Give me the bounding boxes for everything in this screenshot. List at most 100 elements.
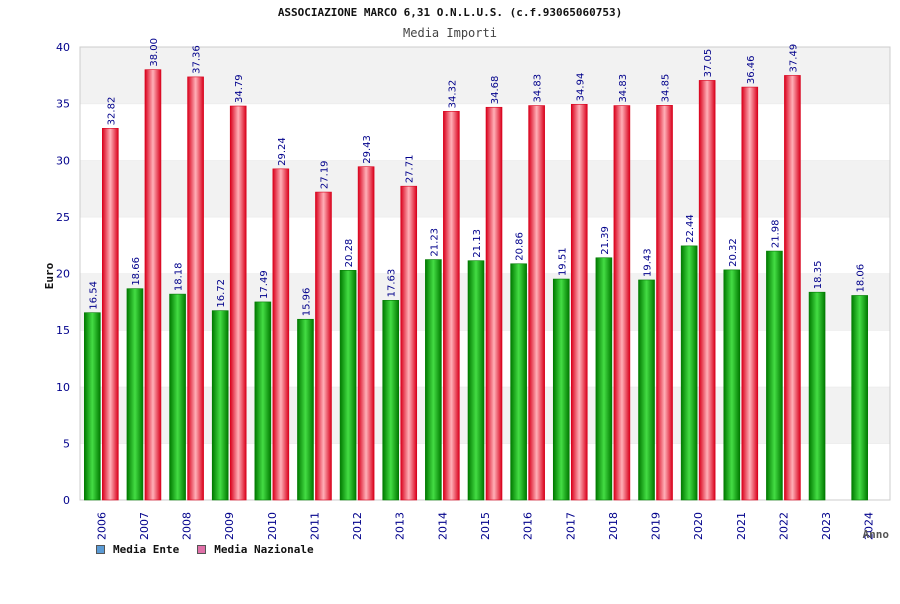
bar-media-nazionale (570, 104, 588, 501)
y-tick-label: 25 (56, 211, 70, 224)
x-tick-label: 2022 (777, 512, 790, 540)
data-label: 19.51 (557, 247, 568, 276)
data-label: 20.32 (728, 238, 739, 267)
x-tick-label: 2024 (863, 512, 876, 540)
x-tick-label: 2008 (181, 512, 194, 540)
plot-area (79, 46, 891, 501)
bar-media-ente (211, 310, 229, 501)
x-tick-label: 2014 (436, 512, 449, 540)
data-label: 17.49 (259, 270, 270, 299)
bar-media-nazionale (187, 76, 204, 501)
data-label: 21.39 (600, 226, 611, 255)
bar-media-ente (467, 260, 485, 501)
bar-media-ente (638, 279, 655, 501)
data-label: 34.32 (447, 80, 458, 109)
bar-media-ente (595, 257, 613, 501)
bar-media-ente (297, 318, 314, 501)
data-label: 18.66 (131, 257, 142, 286)
x-tick-label: 2009 (223, 512, 236, 540)
x-tick-label: 2023 (820, 512, 833, 540)
bar-media-nazionale (272, 168, 290, 501)
data-label: 34.79 (234, 74, 245, 103)
legend-item-nazionale: Media Nazionale (197, 543, 314, 556)
data-label: 16.72 (216, 279, 227, 308)
data-label: 20.86 (515, 232, 526, 261)
data-label: 34.68 (490, 76, 501, 105)
data-label: 27.71 (405, 155, 416, 184)
x-tick-label: 2010 (266, 512, 279, 540)
x-axis-label: Anno (863, 528, 890, 541)
bar-media-ente (851, 295, 868, 501)
data-label: 20.28 (344, 239, 355, 268)
data-label: 38.00 (149, 38, 160, 67)
data-label: 34.94 (575, 73, 586, 102)
y-tick-label: 20 (56, 268, 70, 281)
x-tick-label: 2006 (95, 512, 108, 540)
bar-media-ente (382, 300, 400, 501)
data-label: 18.06 (856, 264, 867, 293)
bar-media-ente (552, 278, 570, 501)
bar-media-ente (680, 245, 698, 501)
x-tick-label: 2020 (692, 512, 705, 540)
y-tick-label: 5 (63, 437, 70, 450)
data-label: 17.63 (387, 269, 398, 298)
data-label: 29.43 (362, 135, 373, 164)
data-label: 34.83 (618, 74, 629, 103)
data-label: 19.43 (643, 248, 654, 277)
bar-media-nazionale (528, 105, 545, 501)
bar-media-ente (510, 263, 527, 501)
bar-media-ente (254, 301, 272, 501)
data-label: 21.23 (429, 228, 440, 257)
data-label: 32.82 (106, 97, 117, 126)
data-label: 37.49 (788, 44, 799, 73)
y-tick-label: 15 (56, 324, 70, 337)
data-label: 21.13 (472, 229, 483, 258)
legend-swatch-nazionale (197, 545, 207, 554)
data-label: 15.96 (301, 288, 312, 317)
y-tick-label: 40 (56, 41, 70, 54)
data-label: 34.83 (533, 74, 544, 103)
data-label: 37.36 (192, 45, 203, 74)
data-label: 34.85 (661, 74, 672, 103)
bar-media-nazionale (741, 86, 759, 501)
x-tick-label: 2007 (138, 512, 151, 540)
x-tick-label: 2012 (351, 512, 364, 540)
bar-media-nazionale (229, 105, 247, 501)
legend-label-ente: Media Ente (113, 543, 180, 556)
x-tick-label: 2013 (394, 512, 407, 540)
chart-subtitle: Media Importi (403, 26, 497, 40)
x-tick-label: 2016 (522, 512, 535, 540)
x-tick-label: 2017 (564, 512, 577, 540)
x-tick-label: 2018 (607, 512, 620, 540)
x-tick-label: 2011 (308, 512, 321, 540)
data-label: 22.44 (685, 214, 696, 243)
bar-media-ente (425, 259, 442, 501)
data-label: 37.05 (703, 49, 714, 78)
y-axis-label: Euro (43, 262, 56, 289)
bar-media-ente (169, 293, 186, 501)
bar-media-nazionale (656, 105, 673, 501)
bar-media-ente (723, 269, 741, 501)
y-tick-label: 10 (56, 381, 70, 394)
y-tick-label: 35 (56, 98, 70, 111)
legend-swatch-ente (96, 545, 105, 554)
data-label: 27.19 (319, 160, 330, 189)
legend-label-nazionale: Media Nazionale (214, 543, 314, 556)
bar-media-nazionale (613, 105, 631, 501)
chart-title: ASSOCIAZIONE MARCO 6,31 O.N.L.U.S. (c.f.… (278, 6, 622, 19)
bar-media-nazionale (443, 111, 460, 501)
bar-media-ente (339, 270, 357, 501)
data-label: 18.18 (174, 262, 185, 291)
data-label: 36.46 (746, 55, 757, 84)
legend-item-ente: Media Ente (96, 543, 179, 556)
bar-media-nazionale (784, 75, 801, 501)
x-tick-label: 2019 (650, 512, 663, 540)
x-tick-label: 2021 (735, 512, 748, 540)
y-tick-label: 30 (56, 154, 70, 167)
bar-media-nazionale (102, 128, 119, 501)
bar-media-ente (766, 250, 783, 501)
bar-media-nazionale (144, 69, 162, 501)
data-label: 18.35 (813, 261, 824, 290)
bar-media-ente (808, 291, 826, 501)
